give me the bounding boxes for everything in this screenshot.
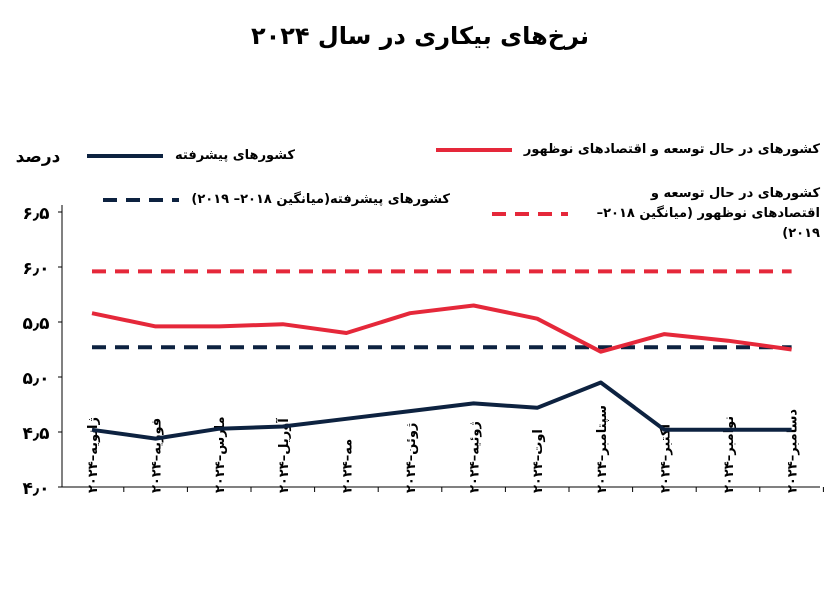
- series-line: [91, 303, 792, 354]
- x-tick-label: نوامبر–۲۰۲۴: [722, 416, 737, 493]
- x-tick-label: ژوئن–۲۰۲۴: [404, 423, 419, 493]
- legend-label: کشورهای پیشرفته(میانگین ۲۰۱۸– ۲۰۱۹): [191, 192, 450, 207]
- legend-label: کشورهای در حال توسعه و اقتصادهای نوظهور: [523, 142, 820, 157]
- legend-entry: کشورهای پیشرفته(میانگین ۲۰۱۸– ۲۰۱۹): [101, 190, 450, 210]
- x-tick-label: فوریه–۲۰۲۴: [150, 418, 165, 493]
- x-tick-label: دسامبر–۲۰۲۴: [786, 409, 801, 493]
- x-tick-label: ژوئیه–۲۰۲۴: [468, 421, 483, 493]
- y-tick-label: ۵٫۰: [22, 369, 49, 389]
- y-tick-label: ۴٫۰: [22, 479, 49, 499]
- legend-entry: کشورهای پیشرفته: [85, 146, 295, 166]
- legend-swatch: [103, 198, 180, 202]
- x-tick-label: مارس–۲۰۲۴: [213, 416, 228, 493]
- y-tick-label: ۶٫۰: [22, 259, 49, 279]
- legend-entry: کشورهای در حال توسعه و اقتصادهای نوظهور …: [490, 184, 820, 244]
- x-tick-label: اوت–۲۰۲۴: [531, 429, 546, 493]
- series-line: [91, 380, 792, 441]
- x-tick-label: آوریل–۲۰۲۴: [275, 418, 292, 493]
- y-tick-label: ۴٫۵: [22, 424, 49, 444]
- x-tick-label: ژانویه–۲۰۲۴: [86, 417, 101, 493]
- chart-title: نرخ‌های بیکاری در سال ۲۰۲۴: [251, 22, 589, 50]
- legend-swatch: [492, 212, 568, 216]
- x-tick-label: اکتبر–۲۰۲۴: [658, 424, 673, 493]
- y-axis-label: درصد: [16, 147, 61, 167]
- y-tick-label: ۶٫۵: [22, 204, 49, 224]
- x-tick-label: مه–۲۰۲۴: [340, 439, 355, 493]
- legend-swatch: [435, 148, 512, 152]
- legend-label: کشورهای در حال توسعه و اقتصادهای نوظهور …: [596, 186, 820, 241]
- legend-swatch: [87, 154, 164, 158]
- legend-label: کشورهای پیشرفته: [175, 148, 295, 163]
- y-tick-label: ۵٫۵: [22, 314, 49, 334]
- x-tick-label: سپتامبر–۲۰۲۴: [595, 405, 610, 493]
- legend-entry: کشورهای در حال توسعه و اقتصادهای نوظهور: [434, 140, 820, 160]
